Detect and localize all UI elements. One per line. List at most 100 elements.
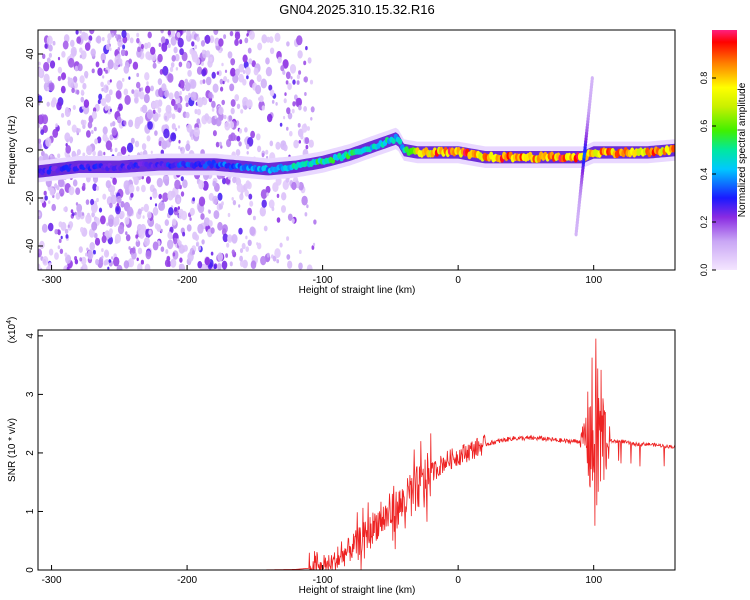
noise-blob [116,264,123,270]
noise-blob [124,217,130,225]
y-tick-label: -40 [25,238,36,253]
noise-blob [74,211,77,216]
x-tick-label: 0 [455,575,461,586]
noise-blob [138,87,142,92]
noise-blob [260,255,267,266]
x-tick-label: -200 [177,575,197,586]
noise-blob [210,227,215,234]
noise-blob [153,99,160,109]
noise-blob [283,115,286,120]
noise-blob [148,230,152,235]
noise-blob [38,263,41,270]
noise-blob [226,79,230,83]
noise-blob [152,206,159,216]
snr-y-multiplier: (x104) [6,317,18,344]
noise-blob [103,249,110,258]
noise-blob [171,113,176,120]
noise-blob [221,201,224,206]
noise-blob [164,115,168,121]
noise-blob [133,176,139,186]
noise-blob [275,141,281,150]
noise-blob [80,266,84,270]
noise-blob [143,203,149,213]
noise-blob [234,31,241,40]
noise-blob [52,40,56,46]
noise-blob [71,87,75,94]
noise-blob [121,30,127,39]
noise-blob [217,70,222,77]
noise-blob [257,42,263,51]
noise-blob [186,61,191,69]
noise-blob [175,67,179,71]
noise-blob [229,261,233,267]
noise-blob [136,37,140,44]
noise-blob [77,210,82,218]
noise-blob [95,258,100,266]
noise-blob [141,104,148,114]
noise-blob [107,80,111,86]
noise-blob [286,236,290,241]
noise-blob [139,91,145,100]
noise-blob [174,207,178,212]
noise-blob [260,78,267,89]
noise-blob [95,61,100,68]
noise-blob [78,246,83,253]
snr-x-ticks: -300 -200 -100 0 100 [42,565,602,586]
noise-blob [228,115,233,121]
noise-blob [88,115,94,123]
noise-blob [39,240,45,249]
noise-blob [211,107,215,112]
noise-blob [45,137,52,147]
noise-blob [59,188,65,197]
noise-blob [245,235,248,240]
noise-blob [196,66,203,75]
noise-blob [87,121,93,129]
noise-blob [120,49,126,57]
colorbar-tick-label: 0.8 [699,72,709,85]
noise-blob [123,65,130,74]
noise-blob [109,202,113,209]
colorbar-tick-label: 0.6 [699,120,709,133]
noise-blob [305,144,309,150]
noise-blob [196,97,204,108]
noise-blob [279,242,283,248]
noise-blob [60,85,66,94]
noise-blob [307,57,312,64]
noise-blob [186,30,191,37]
noise-blob [65,234,69,239]
noise-blob [108,218,114,227]
noise-blob [136,81,141,89]
noise-blob [158,193,162,200]
noise-blob [92,183,98,191]
noise-blob [178,145,181,150]
noise-blob [143,93,150,104]
noise-blob [289,64,297,74]
noise-blob [311,245,315,250]
noise-blob [105,140,113,151]
figure-title: GN04.2025.310.15.32.R16 [279,2,434,17]
noise-blob [285,80,289,85]
noise-blob [107,33,112,41]
noise-blob [150,85,155,92]
noise-blob [38,67,44,78]
noise-blob [147,121,153,130]
noise-blob [96,197,99,203]
noise-blob [205,50,211,58]
snr-line [38,338,675,570]
noise-blob [256,74,262,82]
noise-blob [285,71,291,80]
noise-blob [231,197,234,201]
noise-blob [145,85,151,94]
noise-blob [115,90,122,100]
noise-blob [161,83,167,92]
noise-blob [143,237,150,247]
noise-blob [46,57,51,64]
noise-blob [161,42,168,52]
noise-blob [248,193,253,200]
noise-blob [109,108,112,113]
noise-blob [174,53,180,62]
noise-blob [162,192,169,202]
noise-blob [209,35,215,44]
noise-blob [137,46,141,53]
noise-blob [167,231,173,239]
